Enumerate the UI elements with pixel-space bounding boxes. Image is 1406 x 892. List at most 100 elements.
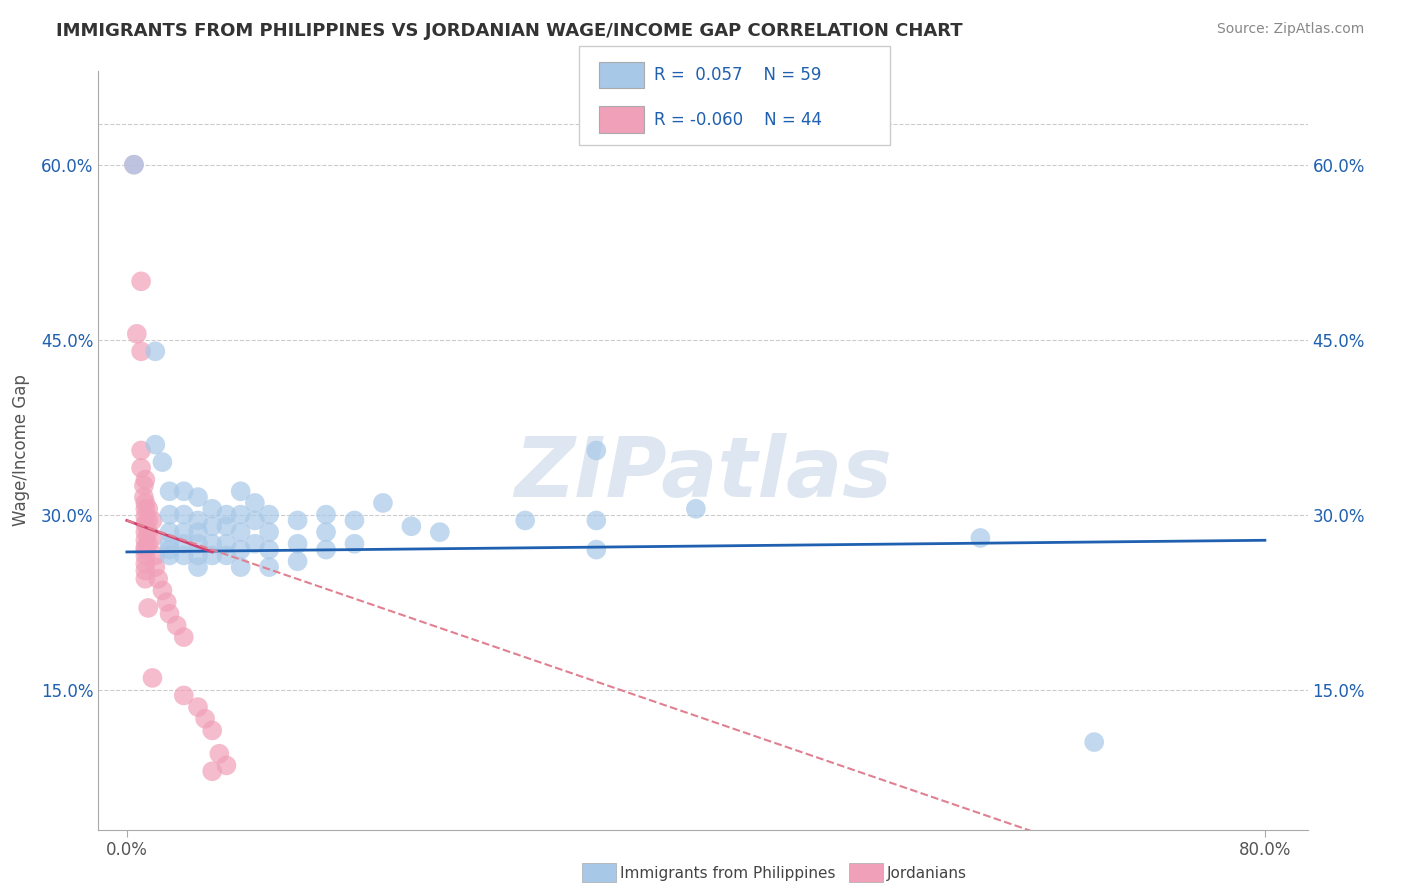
Point: [134, 496, 156, 510]
Point: [187, 560, 209, 574]
Point: [208, 747, 231, 761]
Point: [969, 531, 991, 545]
Point: [585, 443, 607, 458]
Point: [201, 549, 224, 563]
Point: [129, 443, 152, 458]
Point: [243, 513, 266, 527]
Point: [257, 560, 280, 574]
Point: [159, 525, 181, 540]
Point: [187, 537, 209, 551]
Point: [315, 525, 337, 540]
Point: [134, 516, 156, 531]
Point: [585, 513, 607, 527]
Point: [134, 549, 156, 563]
Point: [685, 501, 707, 516]
Point: [136, 501, 159, 516]
Point: [152, 583, 174, 598]
Point: [134, 557, 156, 571]
Point: [134, 525, 156, 540]
Point: [343, 513, 366, 527]
Point: [129, 274, 152, 288]
Point: [287, 537, 309, 551]
Point: [187, 525, 209, 540]
Point: [187, 513, 209, 527]
Point: [122, 158, 145, 172]
Point: [143, 437, 166, 451]
Point: [215, 508, 238, 522]
Point: [201, 537, 224, 551]
Point: [201, 764, 224, 779]
Point: [129, 344, 152, 359]
Point: [136, 513, 159, 527]
Point: [429, 525, 451, 540]
Point: [152, 455, 174, 469]
Point: [229, 484, 252, 499]
Point: [143, 560, 166, 574]
Point: [159, 607, 181, 621]
Point: [243, 496, 266, 510]
Point: [229, 560, 252, 574]
Text: Immigrants from Philippines: Immigrants from Philippines: [620, 866, 835, 880]
Point: [141, 671, 163, 685]
Point: [215, 537, 238, 551]
Point: [173, 484, 195, 499]
Point: [585, 542, 607, 557]
Point: [134, 572, 156, 586]
Point: [257, 542, 280, 557]
Point: [136, 537, 159, 551]
Point: [215, 519, 238, 533]
Point: [136, 601, 159, 615]
Point: [159, 549, 181, 563]
Point: [315, 542, 337, 557]
Text: R = -0.060    N = 44: R = -0.060 N = 44: [654, 111, 821, 128]
Point: [1083, 735, 1105, 749]
Point: [132, 478, 155, 492]
Point: [173, 689, 195, 703]
Text: Source: ZipAtlas.com: Source: ZipAtlas.com: [1216, 22, 1364, 37]
Point: [134, 564, 156, 578]
Point: [287, 554, 309, 568]
Point: [122, 158, 145, 172]
Point: [201, 723, 224, 738]
Point: [243, 537, 266, 551]
Point: [156, 595, 179, 609]
Point: [287, 513, 309, 527]
Point: [134, 542, 156, 557]
Point: [173, 537, 195, 551]
Point: [134, 501, 156, 516]
Point: [173, 508, 195, 522]
Point: [343, 537, 366, 551]
Point: [257, 525, 280, 540]
Point: [166, 618, 188, 632]
Point: [141, 531, 163, 545]
Point: [257, 508, 280, 522]
Point: [159, 484, 181, 499]
Point: [229, 542, 252, 557]
Point: [371, 496, 394, 510]
Point: [146, 572, 169, 586]
Point: [134, 541, 156, 555]
Text: IMMIGRANTS FROM PHILIPPINES VS JORDANIAN WAGE/INCOME GAP CORRELATION CHART: IMMIGRANTS FROM PHILIPPINES VS JORDANIAN…: [56, 22, 963, 40]
Point: [143, 344, 166, 359]
Point: [143, 549, 166, 563]
Point: [315, 508, 337, 522]
Point: [134, 510, 156, 524]
Point: [187, 490, 209, 504]
Point: [194, 712, 217, 726]
Point: [159, 542, 181, 557]
Point: [401, 519, 423, 533]
Point: [173, 549, 195, 563]
Point: [159, 508, 181, 522]
Text: Jordanians: Jordanians: [887, 866, 967, 880]
Point: [201, 519, 224, 533]
Point: [215, 758, 238, 772]
Text: ZIPatlas: ZIPatlas: [515, 433, 891, 514]
Point: [201, 501, 224, 516]
Point: [134, 533, 156, 548]
Text: R =  0.057    N = 59: R = 0.057 N = 59: [654, 66, 821, 84]
Y-axis label: Wage/Income Gap: Wage/Income Gap: [11, 375, 30, 526]
Point: [173, 630, 195, 644]
Point: [515, 513, 537, 527]
Point: [136, 525, 159, 540]
Point: [187, 549, 209, 563]
